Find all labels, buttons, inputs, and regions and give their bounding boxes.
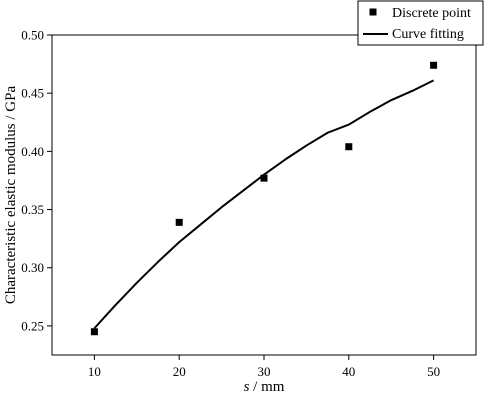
data-point	[175, 218, 183, 226]
y-tick-label: 0.30	[21, 260, 44, 275]
data-point	[90, 328, 98, 336]
legend-marker-discrete-point	[369, 8, 377, 16]
data-point	[260, 174, 268, 182]
x-axis-ticks: 10 20 30 40 50	[88, 355, 440, 379]
y-axis-title: Characteristic elastic modulus / GPa	[3, 86, 19, 305]
y-tick-label: 0.35	[21, 202, 44, 217]
plot-frame	[51, 34, 477, 356]
data-point	[430, 61, 438, 69]
legend: Discrete point Curve fitting	[357, 0, 484, 46]
y-tick-label: 0.40	[21, 144, 44, 159]
legend-label-curve-fitting: Curve fitting	[392, 27, 464, 42]
x-axis-variable: s	[244, 379, 250, 395]
x-axis-title: s / mm	[244, 379, 285, 395]
x-tick-label: 10	[88, 364, 101, 379]
legend-box	[357, 0, 484, 46]
data-point	[345, 143, 353, 151]
y-tick-label: 0.45	[21, 86, 44, 101]
x-tick-label: 50	[427, 364, 440, 379]
series-layer	[90, 61, 438, 336]
fit-curve-line	[93, 79, 435, 329]
y-axis-ticks: 0.25 0.30 0.35 0.40 0.45 0.50	[21, 28, 52, 333]
x-tick-label: 20	[173, 364, 186, 379]
x-axis-unit: / mm	[249, 379, 284, 395]
x-tick-label: 30	[258, 364, 271, 379]
y-tick-label: 0.25	[21, 318, 44, 333]
x-tick-label: 40	[342, 364, 355, 379]
y-tick-label: 0.50	[21, 28, 44, 43]
legend-label-discrete-point: Discrete point	[392, 6, 471, 21]
